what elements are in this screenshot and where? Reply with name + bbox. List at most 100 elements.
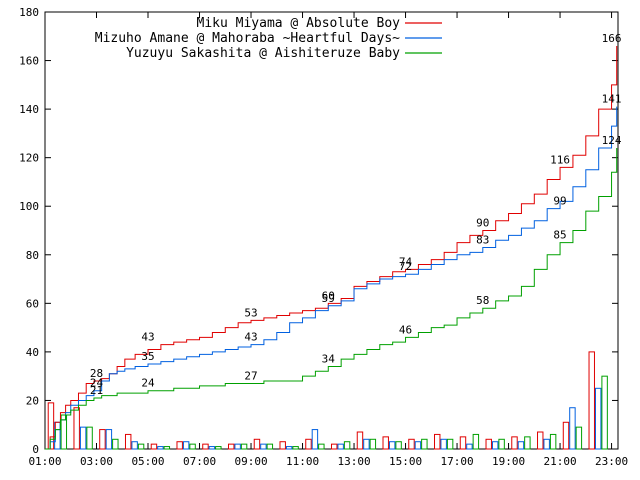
- hourly-bar: [47, 402, 55, 450]
- hourly-bar: [285, 446, 293, 450]
- hourly-bar: [356, 431, 364, 450]
- hourly-bar: [105, 429, 113, 450]
- data-label: 59: [322, 292, 335, 305]
- data-label: 58: [476, 294, 489, 307]
- hourly-bar: [459, 436, 467, 450]
- hourly-bar: [137, 443, 145, 450]
- hourly-bar: [202, 443, 209, 450]
- hourly-bar: [163, 446, 171, 450]
- x-tick-label: 21:00: [543, 455, 576, 468]
- data-label: 28: [90, 367, 103, 380]
- y-tick-label: 180: [19, 6, 39, 19]
- x-tick-label: 11:00: [286, 455, 319, 468]
- data-label: 27: [244, 369, 257, 382]
- data-label: 60: [322, 289, 335, 302]
- hourly-bar: [485, 438, 492, 450]
- hourly-bar: [440, 438, 447, 450]
- hourly-bar: [150, 443, 158, 450]
- data-label: 35: [141, 350, 154, 363]
- hourly-bar: [131, 441, 138, 450]
- data-label: 21: [90, 384, 103, 397]
- hourly-bar: [227, 443, 235, 450]
- data-label: 53: [244, 306, 257, 319]
- x-tick-label: 05:00: [131, 455, 164, 468]
- y-tick-label: 160: [19, 55, 39, 68]
- hourly-bar: [253, 438, 261, 450]
- y-axis: 0 20 40 60 80 100 120 140 160 180: [19, 6, 618, 456]
- hourly-bar: [549, 433, 557, 450]
- hourly-bar: [421, 438, 428, 450]
- series-line: [45, 45, 618, 450]
- plot-frame: [44, 11, 619, 450]
- legend-label: Mizuho Amane @ Mahoraba ~Heartful Days~: [95, 31, 400, 46]
- hourly-bar: [311, 429, 319, 450]
- x-tick-label: 03:00: [80, 455, 113, 468]
- hourly-bar: [331, 443, 338, 450]
- hourly-bar: [569, 407, 576, 450]
- hourly-bar: [562, 421, 570, 450]
- x-tick-label: 01:00: [28, 455, 61, 468]
- hourly-bar: [511, 436, 518, 450]
- series-line: [45, 106, 618, 450]
- hourly-bar: [543, 438, 550, 450]
- hourly-bar: [588, 351, 595, 450]
- data-label: 24: [90, 377, 104, 390]
- y-tick-label: 120: [19, 152, 39, 165]
- y-tick-label: 0: [32, 443, 39, 456]
- data-label: 34: [322, 352, 336, 365]
- data-label: 46: [399, 323, 412, 336]
- x-tick-label: 13:00: [337, 455, 370, 468]
- hourly-bar: [537, 431, 544, 450]
- hourly-bar: [414, 441, 422, 450]
- hourly-bar: [79, 426, 87, 450]
- hourly-bar: [472, 433, 480, 450]
- data-label: 116: [550, 153, 570, 166]
- hourly-bar: [124, 433, 132, 450]
- y-tick-label: 60: [26, 297, 39, 310]
- data-label: 141: [602, 93, 622, 106]
- x-tick-label: 07:00: [183, 455, 216, 468]
- hourly-bar: [305, 438, 312, 450]
- hourly-bar: [157, 446, 164, 450]
- series-line: [45, 147, 618, 450]
- hourly-bar: [369, 438, 377, 450]
- hourly-bar: [498, 438, 505, 450]
- y-tick-label: 100: [19, 200, 39, 213]
- hourly-bar: [517, 441, 525, 450]
- hourly-bar: [292, 446, 299, 450]
- hourly-bar: [318, 443, 325, 450]
- hourly-bar: [408, 438, 415, 450]
- hourly-bar: [234, 443, 241, 450]
- hourly-bar: [524, 436, 531, 450]
- hourly-bar: [279, 441, 286, 450]
- x-tick-label: 23:00: [595, 455, 628, 468]
- x-tick-label: 15:00: [389, 455, 422, 468]
- hourly-bar: [466, 443, 473, 450]
- data-label: 43: [141, 331, 154, 344]
- hourly-bar: [388, 441, 396, 450]
- hourly-bar: [363, 438, 370, 450]
- x-tick-label: 19:00: [492, 455, 525, 468]
- legend-label: Yuzuyu Sakashita @ Aishiteruze Baby: [126, 46, 400, 61]
- hourly-bar: [594, 387, 602, 450]
- x-tick-label: 17:00: [440, 455, 473, 468]
- hourly-bar: [208, 446, 216, 450]
- hourly-bar: [491, 441, 499, 450]
- data-label: 85: [553, 229, 566, 242]
- data-label: 74: [399, 255, 413, 268]
- hourly-bar: [215, 446, 222, 450]
- hourly-bar: [73, 407, 80, 450]
- y-tick-label: 40: [26, 346, 39, 359]
- legend-label: Miku Miyama @ Absolute Boy: [197, 16, 401, 31]
- hourly-bar: [260, 443, 267, 450]
- hourly-bar: [382, 436, 389, 450]
- data-label: 90: [476, 217, 489, 230]
- hourly-bar: [112, 438, 119, 450]
- hourly-bar: [240, 443, 248, 450]
- hourly-bar: [86, 426, 93, 450]
- hourly-bar: [266, 443, 274, 450]
- data-label: 43: [244, 331, 257, 344]
- y-tick-label: 20: [26, 394, 39, 407]
- hourly-bar: [182, 441, 190, 450]
